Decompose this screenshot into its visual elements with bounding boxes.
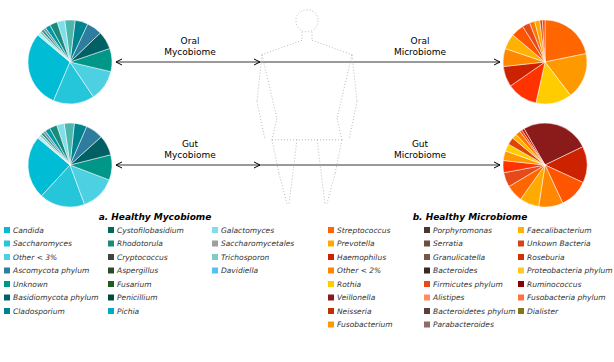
svg-text:Fusarium: Fusarium bbox=[117, 280, 152, 289]
svg-text:Granulicatella: Granulicatella bbox=[433, 253, 486, 262]
svg-text:Prevotella: Prevotella bbox=[337, 239, 375, 248]
svg-text:Fusobacterium: Fusobacterium bbox=[337, 320, 393, 329]
svg-text:Neisseria: Neisseria bbox=[337, 307, 372, 316]
svg-text:Microbiome: Microbiome bbox=[394, 150, 447, 160]
svg-text:Mycobiome: Mycobiome bbox=[164, 47, 216, 57]
svg-text:Mycobiome: Mycobiome bbox=[164, 150, 216, 160]
svg-text:Saccharomycetales: Saccharomycetales bbox=[221, 239, 294, 248]
svg-text:Roseburia: Roseburia bbox=[527, 253, 565, 262]
svg-text:Gut: Gut bbox=[182, 139, 199, 149]
svg-text:Unknown: Unknown bbox=[13, 280, 48, 289]
svg-text:Streptococcus: Streptococcus bbox=[337, 226, 390, 235]
svg-text:Pichia: Pichia bbox=[117, 307, 140, 316]
svg-text:Cryptococcus: Cryptococcus bbox=[117, 253, 168, 262]
svg-text:Ascomycota phylum: Ascomycota phylum bbox=[12, 266, 89, 275]
svg-text:Bacteroidetes phylum: Bacteroidetes phylum bbox=[433, 307, 516, 316]
svg-text:Gut: Gut bbox=[412, 139, 429, 149]
svg-text:Microbiome: Microbiome bbox=[394, 47, 447, 57]
svg-text:Cystofilobasidium: Cystofilobasidium bbox=[117, 226, 184, 235]
svg-text:Bacteroides: Bacteroides bbox=[433, 266, 478, 275]
svg-text:Unkown Bacteria: Unkown Bacteria bbox=[527, 239, 591, 248]
svg-text:Porphyromonas: Porphyromonas bbox=[433, 226, 492, 235]
svg-text:Ruminococcus: Ruminococcus bbox=[527, 280, 581, 289]
svg-text:Parabacteroides: Parabacteroides bbox=[433, 320, 494, 329]
svg-text:Galactomyces: Galactomyces bbox=[221, 226, 274, 235]
svg-text:Aspergillus: Aspergillus bbox=[116, 266, 158, 275]
svg-text:Oral: Oral bbox=[411, 36, 430, 46]
svg-text:Other < 2%: Other < 2% bbox=[337, 266, 381, 275]
svg-text:Cladosporium: Cladosporium bbox=[13, 307, 65, 316]
svg-text:Veillonella: Veillonella bbox=[337, 293, 376, 302]
svg-text:Penicillium: Penicillium bbox=[117, 293, 158, 302]
svg-text:Saccharomyces: Saccharomyces bbox=[13, 239, 72, 248]
svg-text:Trichosporon: Trichosporon bbox=[221, 253, 270, 262]
svg-text:Davidiella: Davidiella bbox=[221, 266, 259, 275]
svg-text:Proteobacteria phylum: Proteobacteria phylum bbox=[527, 266, 613, 275]
svg-text:Haemophilus: Haemophilus bbox=[337, 253, 386, 262]
svg-text:Candida: Candida bbox=[13, 226, 44, 235]
svg-text:Serratia: Serratia bbox=[433, 239, 463, 248]
svg-text:Dialister: Dialister bbox=[527, 307, 559, 316]
svg-text:Rhodotorula: Rhodotorula bbox=[117, 239, 163, 248]
svg-text:Oral: Oral bbox=[181, 36, 200, 46]
svg-text:Fusobacteria phylum: Fusobacteria phylum bbox=[527, 293, 606, 302]
svg-text:Rothia: Rothia bbox=[337, 280, 362, 289]
svg-text:b. Healthy Microbiome: b. Healthy Microbiome bbox=[413, 212, 528, 222]
svg-text:Alistipes: Alistipes bbox=[432, 293, 465, 302]
svg-text:Firmicutes phylum: Firmicutes phylum bbox=[433, 280, 503, 289]
svg-text:Faecalibacterium: Faecalibacterium bbox=[527, 226, 592, 235]
svg-text:Other < 3%: Other < 3% bbox=[13, 253, 57, 262]
svg-text:a. Healthy Mycobiome: a. Healthy Mycobiome bbox=[99, 212, 212, 222]
svg-text:Basidiomycota phylum: Basidiomycota phylum bbox=[13, 293, 99, 302]
